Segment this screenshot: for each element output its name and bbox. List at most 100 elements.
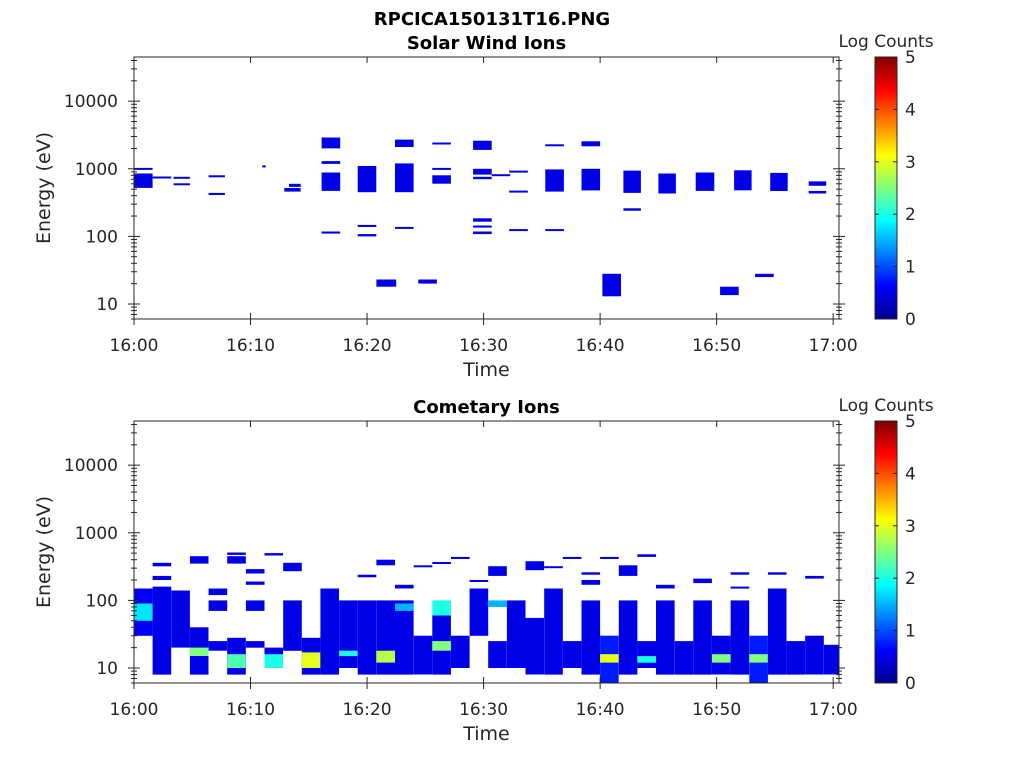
heatmap-cell [376,650,395,663]
heatmap-cell [488,566,507,576]
heatmap-cell [581,600,601,675]
heatmap-cell [152,575,172,580]
heatmap-cell [730,572,750,575]
y-tick-label: 10000 [64,92,118,112]
heatmap-cell [506,600,526,668]
x-axis-label: Time [462,723,510,745]
heatmap-cell [357,166,377,193]
heatmap-cell [623,208,641,211]
heatmap-cell [432,167,451,170]
x-tick-label: 16:30 [459,700,508,720]
heatmap-cell [227,552,246,555]
heatmap-cell [473,225,492,228]
x-tick-label: 16:20 [343,336,392,356]
heatmap-cell [749,654,768,663]
y-axis-label: Energy (eV) [33,132,55,244]
colorbar-tick-label: 2 [905,569,916,589]
y-tick-label: 10 [96,295,118,315]
heatmap-cell [656,600,675,675]
heatmap-cell [808,190,827,194]
heatmap-cell [376,559,395,566]
heatmap-cell [544,588,563,675]
heatmap-cell [693,600,712,675]
heatmap-cell [395,139,414,147]
heatmap-cell [712,654,731,663]
heatmap-cell [321,231,341,234]
heatmap-cell [134,173,153,188]
x-tick-label: 16:40 [576,700,625,720]
y-tick-label: 100 [86,591,118,611]
heatmap-cell [823,644,839,675]
x-tick-label: 16:50 [692,700,741,720]
heatmap-cell [473,218,492,222]
heatmap-cell [637,641,656,668]
heatmap-cell [376,600,395,675]
heatmap-cell [581,580,601,585]
heatmap-cell [488,641,507,668]
colorbar [874,56,898,320]
heatmap-cell [600,556,619,559]
heatmap-cell [786,641,806,675]
figure-title: RPCICA150131T16.PNG [374,9,610,30]
panel-title: Cometary Ions [413,397,560,418]
heatmap-cell [805,575,824,579]
colorbar-label: Log Counts [838,396,933,416]
heatmap-cell [208,641,228,651]
heatmap-cell [432,641,451,651]
colorbar-tick-label: 0 [905,674,916,694]
heatmap-cell [618,600,638,675]
heatmap-cell [473,231,492,235]
heatmap-cell [357,574,377,578]
heatmap-cell [189,556,209,564]
heatmap-cell [301,652,321,668]
heatmap-cell [600,654,619,663]
y-tick-label: 10 [96,659,118,679]
heatmap-cell [413,635,433,675]
colorbar-tick-label: 4 [905,464,916,484]
y-tick-label: 1000 [75,160,118,180]
heatmap-cell [395,226,414,229]
heatmap-cell [339,600,358,668]
heatmap-cell [581,168,601,191]
heatmap-cell [321,172,341,191]
heatmap-cell [658,173,676,194]
heatmap-cell [284,188,301,192]
heatmap-cell [637,554,656,557]
heatmap-cell [602,273,621,297]
heatmap-cell [509,229,528,232]
heatmap-cell [357,234,377,237]
y-axis-label: Energy (eV) [33,496,55,608]
heatmap-cell [264,654,284,668]
colorbar-tick-label: 0 [905,310,916,330]
heatmap-cell [208,175,225,178]
heatmap-cell [432,142,451,145]
heatmap-cell [245,581,265,585]
heatmap-cell [418,279,437,284]
heatmap-cell [451,556,470,559]
heatmap-cell [545,169,564,192]
heatmap-cell [320,588,339,675]
x-tick-label: 16:50 [692,336,741,356]
heatmap-cell [767,588,787,675]
heatmap-cell [545,144,564,147]
heatmap-cell [208,600,228,611]
heatmap-cell [581,572,601,575]
x-tick-label: 16:20 [343,700,392,720]
heatmap-cell [152,176,172,179]
colorbar-tick-label: 5 [905,412,916,432]
heatmap-cell [469,588,489,636]
y-tick-label: 1000 [75,524,118,544]
heatmap-cell [509,190,528,193]
heatmap-cell [227,654,246,668]
heatmap-cell [770,172,788,191]
heatmap-cell [283,600,302,651]
heatmap-cell [562,641,582,668]
colorbar-tick-label: 1 [905,258,916,278]
heatmap-cell [545,229,564,232]
heatmap-cell [509,170,528,173]
x-tick-label: 16:10 [226,700,275,720]
heatmap-cell [730,586,750,589]
